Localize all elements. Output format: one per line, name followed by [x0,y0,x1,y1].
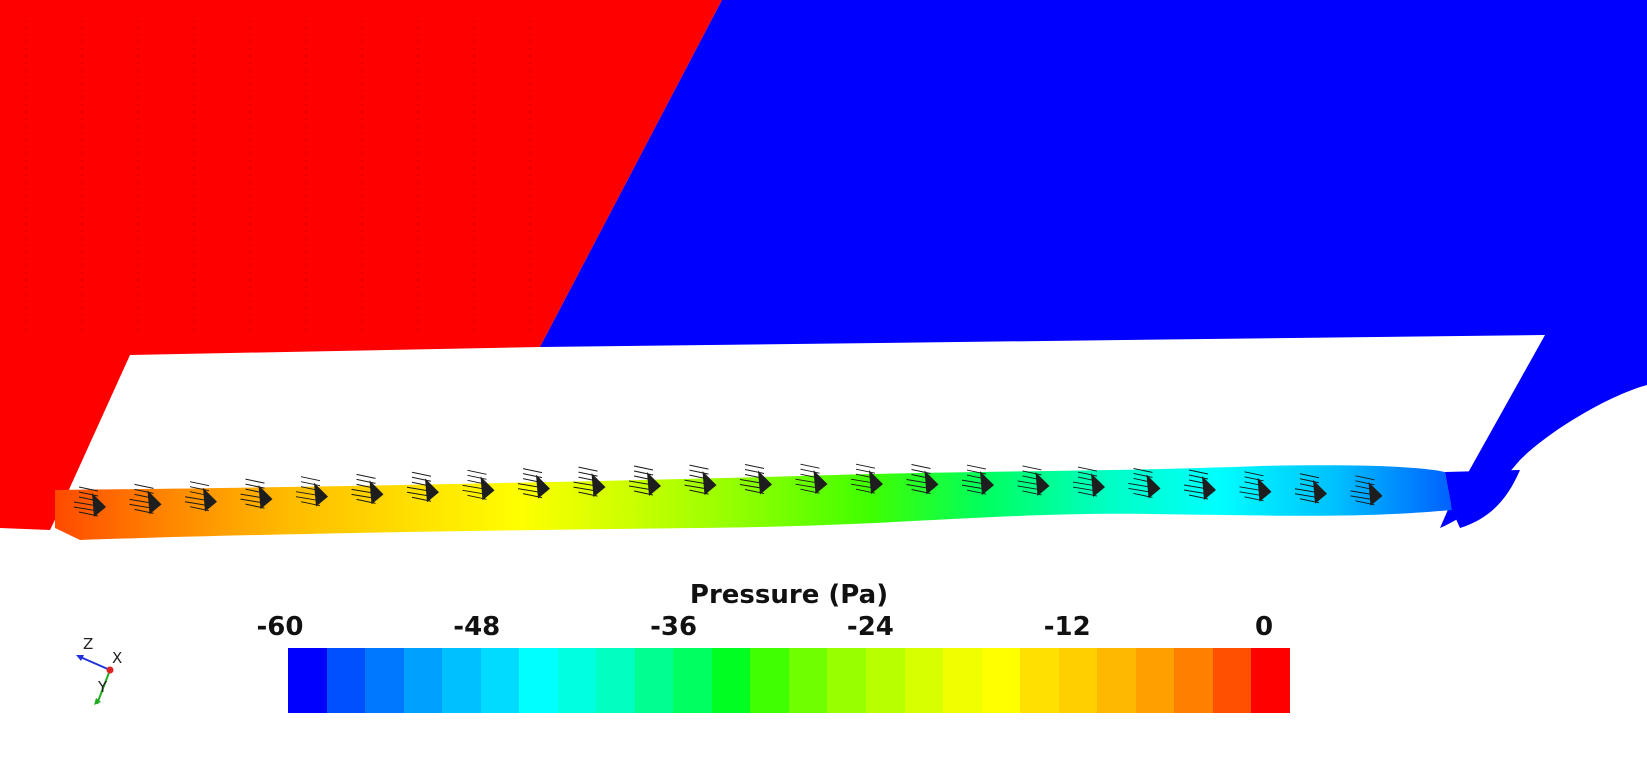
colorbar-band [442,648,481,713]
colorbar-band [1174,648,1213,713]
colorbar-band [1020,648,1059,713]
velocity-vector-icon [1239,471,1272,502]
colorbar-band [750,648,789,713]
high-pressure-region [0,0,722,530]
velocity-vectors [73,463,1383,517]
legend-tick-label: -36 [650,612,698,642]
colorbar-band [519,648,558,713]
colorbar-band [711,648,751,713]
colorbar-band [596,648,635,713]
colorbar-band [981,648,1021,713]
legend-tick-label: -48 [453,612,501,642]
colorbar-band [365,648,404,713]
velocity-vector-icon [129,483,162,515]
colorbar-band [1212,648,1252,713]
colorbar-band [634,648,674,713]
velocity-vector-icon [1183,469,1216,501]
y-axis-icon [96,669,111,705]
velocity-vector-icon [351,473,384,505]
velocity-vector-icon [573,466,606,498]
z-axis-icon [77,655,111,671]
low-pressure-region [540,0,1647,528]
legend-tick-label: -12 [1043,612,1091,642]
velocity-vector-icon [1128,467,1161,499]
velocity-streaks [25,20,531,330]
colorbar-band [480,648,520,713]
colorbar-band [326,648,366,713]
legend-tick-label: -24 [846,612,894,642]
colorbar-band [1251,648,1290,713]
legend-tick-label: 0 [1254,612,1274,642]
colorbar-band [827,648,866,713]
legend-tick-label: -60 [256,612,304,642]
velocity-vector-icon [850,463,883,495]
colorbar-band [865,648,905,713]
velocity-vector-icon [295,476,328,507]
velocity-vector-icon [517,468,550,499]
colorbar-band [1058,648,1098,713]
channel-outlet-region [1445,470,1520,528]
velocity-vector-icon [739,463,772,495]
colorbar-band [673,648,712,713]
colorbar-band [403,648,443,713]
velocity-vector-icon [684,464,717,496]
velocity-vector-icon [795,463,828,495]
velocity-vector-icon [961,464,994,496]
velocity-vector-icon [184,481,217,512]
velocity-vector-icon [1072,466,1105,498]
velocity-vector-icon [1017,465,1050,496]
colorbar-band [904,648,944,713]
pressure-colorbar [288,648,1290,713]
velocity-vector-icon [406,471,439,503]
flow-channel-contour [55,465,1452,540]
y-axis-label: Y [97,678,108,696]
colorbar-band [1097,648,1136,713]
velocity-vector-icon [628,465,661,496]
velocity-vector-icon [1350,475,1383,506]
colorbar-band [1135,648,1175,713]
colorbar-band [943,648,982,713]
velocity-vector-icon [73,486,106,517]
z-axis-label: Z [83,635,93,653]
velocity-vector-icon [1294,473,1327,504]
velocity-vector-icon [240,478,273,510]
velocity-vector-icon [906,463,939,495]
velocity-vector-icon [462,469,495,501]
x-axis-icon [106,666,114,674]
legend-title: Pressure (Pa) [689,580,889,610]
x-axis-label: X [112,649,122,667]
colorbar-band [788,648,828,713]
colorbar-band [557,648,597,713]
colorbar-band [288,648,327,713]
axis-triad: Z X Y [76,635,122,705]
